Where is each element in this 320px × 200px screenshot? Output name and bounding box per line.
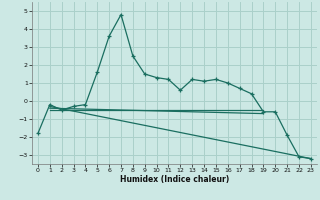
X-axis label: Humidex (Indice chaleur): Humidex (Indice chaleur) xyxy=(120,175,229,184)
